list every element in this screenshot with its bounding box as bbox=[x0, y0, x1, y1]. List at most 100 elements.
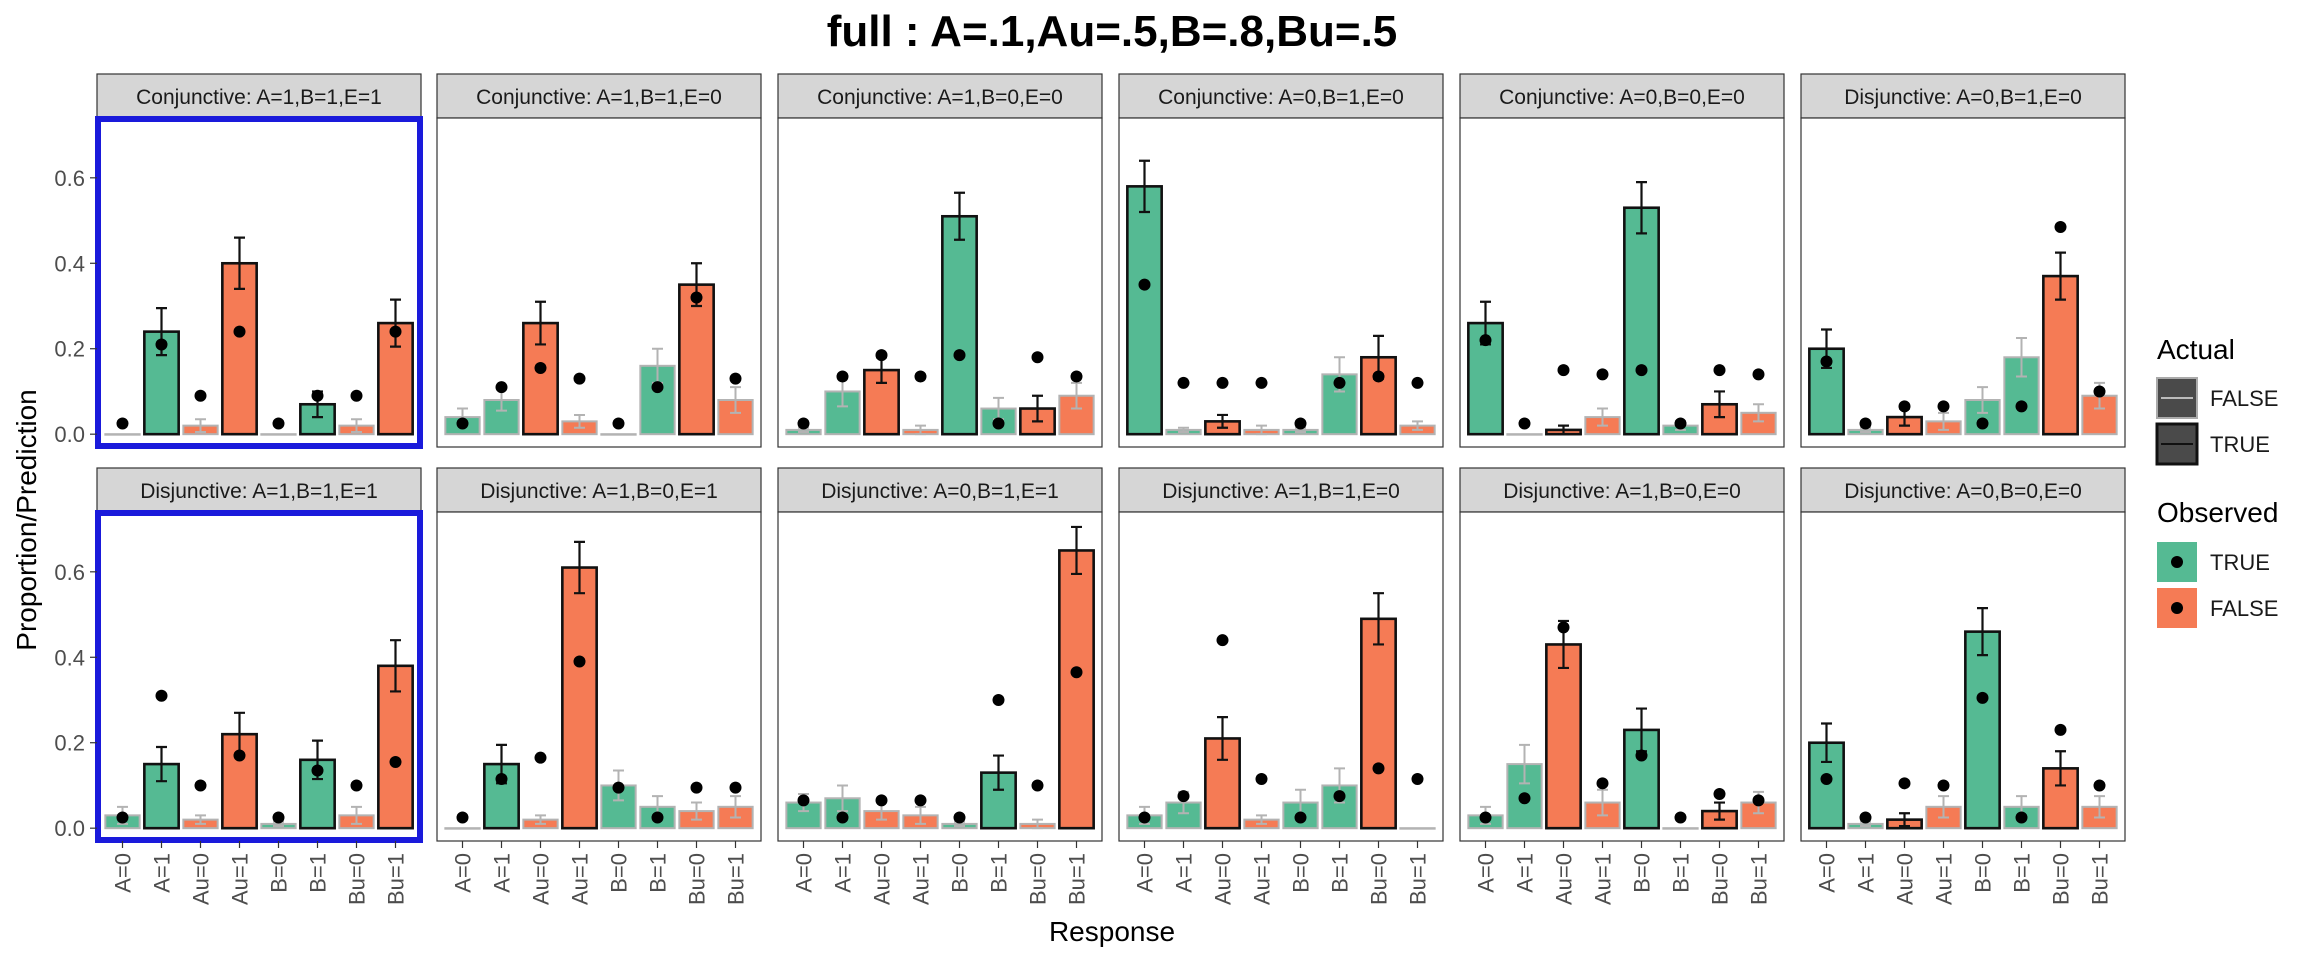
error-bar bbox=[1977, 386, 1988, 414]
bar bbox=[1321, 373, 1358, 436]
y-tick-label: 0.6 bbox=[54, 560, 85, 585]
error-bar bbox=[730, 386, 741, 414]
prediction-point bbox=[456, 417, 469, 430]
x-tick-label: Bu=1 bbox=[1406, 853, 1431, 905]
prediction-point bbox=[1713, 364, 1726, 377]
legend: Actual FALSE TRUE Observed TRUE FALSE bbox=[2155, 334, 2278, 628]
x-tick-label: B=1 bbox=[2010, 853, 2035, 893]
prediction-point bbox=[534, 361, 547, 374]
prediction-point bbox=[573, 655, 586, 668]
facet-strip bbox=[436, 73, 762, 119]
error-bar bbox=[1178, 426, 1189, 434]
error-bar bbox=[390, 298, 401, 348]
legend-title-observed: Observed bbox=[2157, 497, 2278, 528]
facet-panel: Disjunctive: A=1,B=1,E=1 0.0 0.2 0.4 0.6 A=0 A… bbox=[54, 467, 423, 905]
facet-strip bbox=[777, 73, 1103, 119]
prediction-point bbox=[2093, 779, 2106, 792]
prediction-point bbox=[953, 811, 966, 824]
facet-panel: Conjunctive: A=1,B=0,E=0 bbox=[777, 73, 1103, 448]
error-bar bbox=[1938, 411, 1949, 431]
prediction-point bbox=[797, 417, 810, 430]
facet-panel: Disjunctive: A=0,B=0,E=0 A=0 A=1 Au=0 Au=1 B=… bbox=[1800, 467, 2126, 905]
x-tick-label: B=0 bbox=[1971, 853, 1996, 893]
facet-strip bbox=[436, 467, 762, 513]
x-tick-label: Au=1 bbox=[1932, 853, 1957, 905]
prediction-point bbox=[389, 755, 402, 768]
x-tick-label: Bu=0 bbox=[1026, 853, 1051, 905]
prediction-point bbox=[1255, 773, 1268, 786]
x-tick-label: Au=1 bbox=[568, 853, 593, 905]
error-bar bbox=[730, 795, 741, 819]
prediction-point bbox=[875, 794, 888, 807]
y-tick-label: 0.0 bbox=[54, 816, 85, 841]
error-bar bbox=[1821, 722, 1832, 764]
prediction-point bbox=[2054, 220, 2067, 233]
bar bbox=[678, 283, 715, 436]
prediction-point bbox=[1031, 351, 1044, 364]
prediction-point bbox=[1070, 370, 1083, 383]
prediction-point bbox=[836, 370, 849, 383]
x-tick-label: Bu=1 bbox=[384, 853, 409, 905]
x-tick-label: B=0 bbox=[948, 853, 973, 893]
facet-panel: Disjunctive: A=1,B=1,E=0 A=0 A=1 Au=0 Au=1 B=… bbox=[1118, 467, 1444, 905]
y-tick-label: 0.4 bbox=[54, 251, 85, 276]
bar bbox=[444, 827, 481, 830]
bar bbox=[561, 566, 598, 830]
facet-strip-label: Disjunctive: A=0,B=1,E=0 bbox=[1844, 86, 2082, 109]
x-tick-label: B=1 bbox=[1669, 853, 1694, 893]
error-bar bbox=[1519, 743, 1530, 785]
facet-strip-label: Conjunctive: A=1,B=1,E=1 bbox=[136, 86, 382, 109]
x-tick-label: A=1 bbox=[831, 853, 856, 893]
prediction-point bbox=[456, 811, 469, 824]
bar bbox=[1623, 206, 1660, 436]
facet-plot-area bbox=[1459, 117, 1785, 448]
error-bar bbox=[1597, 788, 1608, 817]
error-bar bbox=[2094, 795, 2105, 819]
facet-strip-label: Conjunctive: A=1,B=1,E=0 bbox=[476, 86, 722, 109]
prediction-point bbox=[350, 389, 363, 402]
facet-panel: Conjunctive: A=1,B=1,E=0 bbox=[436, 73, 762, 448]
prediction-point bbox=[1674, 811, 1687, 824]
x-tick-label: Au=0 bbox=[529, 853, 554, 905]
prediction-point bbox=[1216, 634, 1229, 647]
facet-strip bbox=[1800, 467, 2126, 513]
error-bar bbox=[1139, 159, 1150, 214]
prediction-point bbox=[116, 417, 129, 430]
x-tick-label: A=0 bbox=[1474, 853, 1499, 893]
highlight-box bbox=[95, 116, 423, 449]
x-tick-label: Bu=0 bbox=[2049, 853, 2074, 905]
error-bar bbox=[1032, 394, 1043, 423]
bar bbox=[941, 214, 978, 436]
prediction-point bbox=[690, 291, 703, 304]
facet-strip-label: Disjunctive: A=0,B=1,E=1 bbox=[821, 480, 1059, 503]
legend-label-actual: FALSE bbox=[2210, 386, 2278, 411]
error-bar bbox=[195, 814, 206, 825]
prediction-point bbox=[914, 794, 927, 807]
prediction-point bbox=[1070, 666, 1083, 679]
error-bar bbox=[1636, 180, 1647, 235]
error-bar bbox=[351, 805, 362, 825]
prediction-point bbox=[194, 779, 207, 792]
prediction-point bbox=[1333, 376, 1346, 389]
x-tick-label: A=0 bbox=[111, 853, 136, 893]
prediction-point bbox=[1898, 400, 1911, 413]
x-tick-label: Au=0 bbox=[1552, 853, 1577, 905]
facet-panel: Disjunctive: A=0,B=1,E=1 A=0 A=1 Au=0 Au=1 B=… bbox=[777, 467, 1103, 905]
legend-key-point bbox=[2171, 556, 2183, 568]
prediction-point bbox=[311, 389, 324, 402]
prediction-point bbox=[1518, 792, 1531, 805]
prediction-point bbox=[914, 370, 927, 383]
bar bbox=[1662, 827, 1699, 830]
error-bar bbox=[156, 745, 167, 783]
x-tick-label: A=1 bbox=[1854, 853, 1879, 893]
prediction-point bbox=[1859, 417, 1872, 430]
prediction-point bbox=[1635, 364, 1648, 377]
bar bbox=[1506, 433, 1543, 436]
error-bar bbox=[1558, 424, 1569, 436]
facet-panel: Conjunctive: A=0,B=0,E=0 bbox=[1459, 73, 1785, 448]
prediction-point bbox=[992, 694, 1005, 706]
prediction-point bbox=[2054, 723, 2067, 736]
prediction-point bbox=[1859, 811, 1872, 824]
prediction-point bbox=[729, 372, 742, 385]
